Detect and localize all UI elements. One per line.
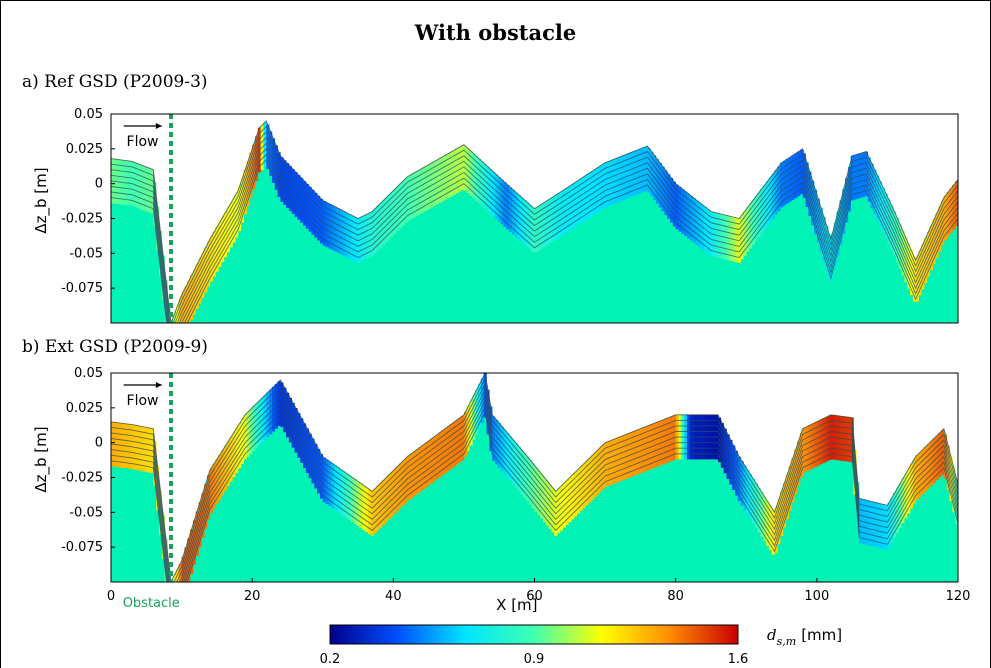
y-tick-label: 0.025: [66, 401, 103, 416]
panel-b-label: b) Ext GSD (P2009-9): [22, 337, 208, 357]
surface-strip: [181, 292, 185, 323]
flow-arrowhead-icon: [155, 382, 162, 388]
layer-lines-b: [111, 373, 958, 582]
x-axis: 0 20 40 60 80 100 120 X [m] Obstacle: [107, 578, 971, 614]
x-tick-label: 80: [667, 589, 684, 604]
y-tick-label: 0: [95, 177, 103, 192]
y-tick-label: 0.05: [74, 366, 103, 381]
surface-strip: [175, 306, 180, 323]
y-axis-label: Δz_b [m]: [32, 167, 51, 233]
figure-title: With obstacle: [414, 20, 577, 45]
y-tick-label: 0: [95, 436, 103, 451]
flow-label: Flow: [127, 393, 159, 409]
layer-line: [111, 393, 958, 582]
layer-line: [111, 131, 958, 323]
y-tick-label: -0.05: [69, 505, 103, 520]
surface-strip: [184, 286, 188, 323]
panel-a-label: a) Ref GSD (P2009-3): [22, 72, 208, 92]
y-axis-label: Δz_b [m]: [32, 426, 51, 492]
layer-line: [111, 377, 958, 582]
y-tick-label: 0.05: [74, 107, 103, 122]
layer-line: [111, 136, 958, 323]
x-tick-label: 100: [804, 589, 829, 604]
colorbar-gradient: [329, 624, 739, 645]
surface-strip: [170, 321, 174, 323]
surface-strip: [181, 556, 185, 582]
surface-strip: [178, 563, 182, 582]
layer-lines-a: [111, 120, 958, 323]
flow-arrowhead-icon: [155, 123, 162, 129]
layer-line: [111, 125, 958, 323]
colorbar-label: ds,m [mm]: [767, 626, 842, 648]
colorbar-tick-label: 0.9: [524, 652, 545, 667]
y-tick-label: -0.05: [69, 246, 103, 261]
x-axis-label: X [m]: [496, 596, 537, 614]
x-tick-label: 0: [107, 589, 115, 604]
layer-line: [111, 388, 958, 582]
colorbar-tick-label: 1.6: [728, 652, 749, 667]
layer-line: [111, 148, 958, 323]
layer-line: [111, 159, 958, 323]
layer-line: [111, 153, 958, 323]
colorbar: 0.2 0.9 1.6 ds,m [mm]: [320, 624, 842, 667]
y-tick-label: -0.075: [61, 281, 103, 296]
x-tick-label: 40: [385, 589, 402, 604]
surface-strip: [178, 298, 182, 323]
layer-line: [111, 142, 958, 323]
y-tick-label: -0.075: [61, 540, 103, 555]
panel-a-plot: 0.05 0.025 0 -0.025 -0.05 -0.075 Δz_b [m] Flow: [32, 107, 959, 324]
x-tick-label: 20: [244, 589, 261, 604]
colorbar-tick-label: 0.2: [320, 652, 341, 667]
layer-line: [111, 410, 958, 582]
y-tick-label: 0.025: [66, 142, 103, 157]
surface-strip: [173, 575, 177, 582]
layer-line: [111, 373, 958, 582]
flow-label: Flow: [127, 134, 159, 150]
layer-line: [111, 404, 958, 582]
panel-b-plot: 0.05 0.025 0 -0.025 -0.05 -0.075 Δz_b [m] Flow: [32, 366, 959, 583]
y-tick-label: -0.025: [61, 471, 103, 486]
y-tick-label: -0.025: [61, 212, 103, 227]
layer-line: [111, 382, 958, 582]
obstacle-label: Obstacle: [123, 596, 180, 611]
surface-strip: [187, 281, 191, 323]
x-tick-label: 120: [946, 589, 971, 604]
layer-line: [111, 399, 958, 582]
layer-line: [111, 120, 958, 323]
x-tick-label: 60: [526, 589, 543, 604]
